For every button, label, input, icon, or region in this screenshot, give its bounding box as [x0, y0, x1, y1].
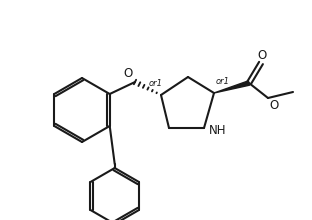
Text: O: O: [257, 49, 267, 62]
Text: NH: NH: [209, 123, 227, 136]
Text: O: O: [124, 67, 133, 80]
Text: O: O: [269, 99, 278, 112]
Text: or1: or1: [149, 79, 163, 88]
Polygon shape: [214, 81, 250, 93]
Text: or1: or1: [216, 77, 230, 86]
